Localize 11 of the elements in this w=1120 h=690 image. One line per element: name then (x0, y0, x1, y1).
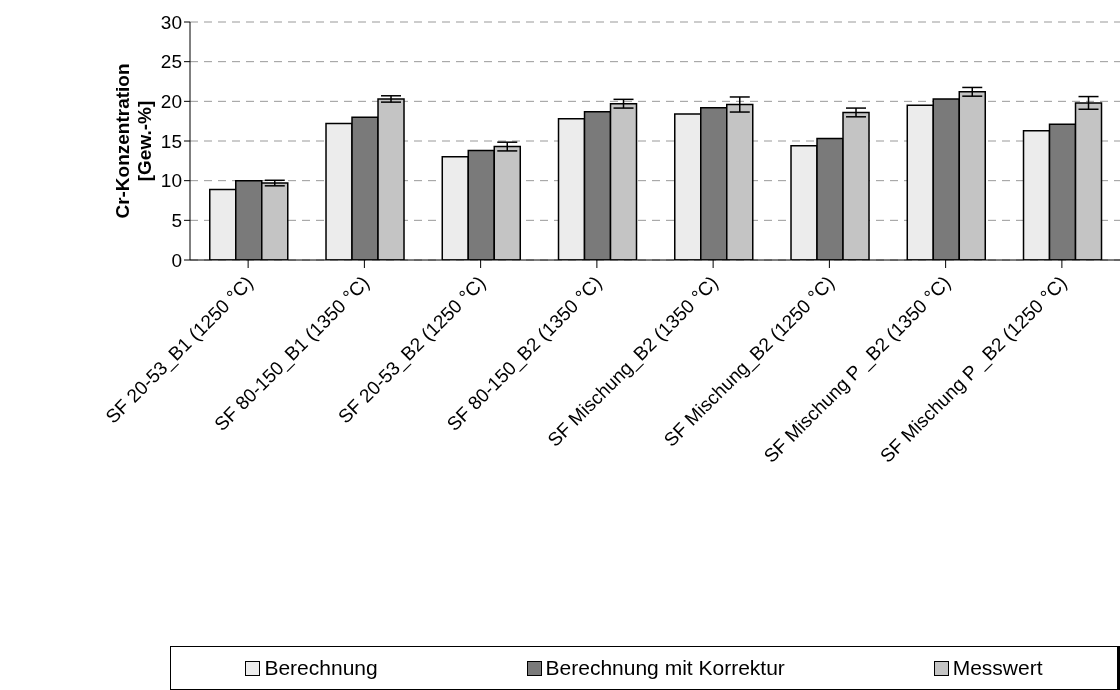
y-tick-label: 0 (171, 249, 182, 271)
y-tick-label: 15 (160, 130, 182, 152)
y-tick-label: 10 (160, 170, 182, 192)
y-tick-label: 25 (160, 51, 182, 73)
legend-label: Berechnung mit Korrektur (544, 656, 785, 680)
legend-label: Messwert (951, 656, 1043, 680)
y-axis-title: Cr-Konzentration [Gew.-%] (112, 63, 155, 219)
y-tick-label: 5 (171, 210, 182, 232)
y-tick-label: 30 (160, 11, 182, 33)
y-tick-label: 20 (160, 91, 182, 113)
legend-label: Berechnung (263, 656, 378, 680)
